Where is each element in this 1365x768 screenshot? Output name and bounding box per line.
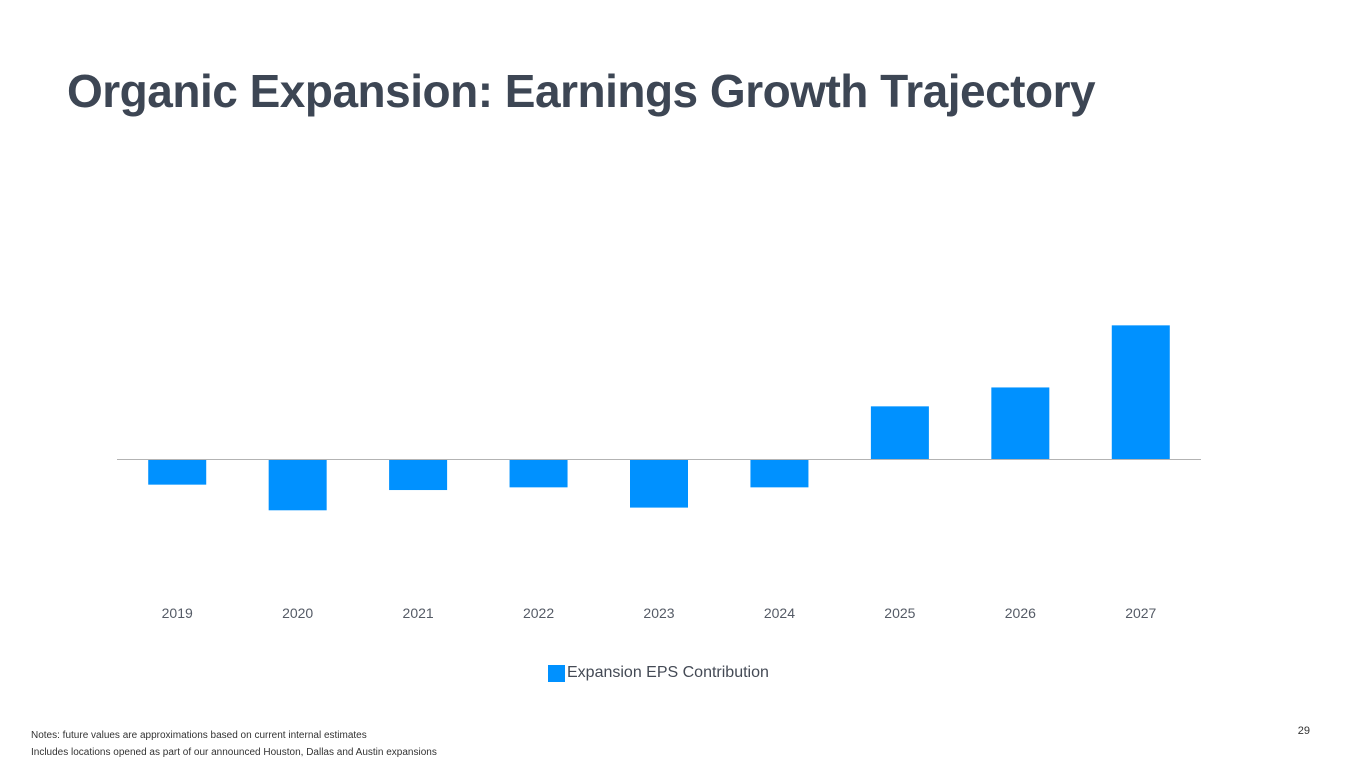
x-tick-label: 2020 [282,605,313,621]
bar-2019 [148,459,207,485]
slide-title: Organic Expansion: Earnings Growth Traje… [67,65,1096,117]
page-number: 29 [1297,725,1310,737]
footnote-line: Includes locations opened as part of our… [31,747,437,758]
legend: Expansion EPS Contribution [548,664,769,682]
x-tick-label: 2027 [1125,605,1156,621]
bar-2024 [750,459,809,488]
bar-2021 [389,459,448,491]
x-tick-label: 2022 [523,605,554,621]
bar-2027 [1111,325,1170,459]
x-tick-label: 2026 [1005,605,1036,621]
x-tick-label: 2021 [403,605,434,621]
bar-2025 [870,406,929,459]
bars-group [148,325,1170,511]
bar-2020 [268,459,327,511]
legend-label: Expansion EPS Contribution [567,664,769,681]
bar-2023 [630,459,688,508]
x-tick-label: 2025 [884,605,915,621]
x-tick-label: 2019 [162,605,193,621]
footnote-line: Notes: future values are approximations … [31,730,367,741]
x-tick-label: 2023 [643,605,674,621]
bar-2026 [991,387,1050,459]
bar-2022 [509,459,568,488]
x-tick-labels: 2019 2020 2021 2022 2023 2024 2025 2026 2027 [162,605,1157,621]
x-tick-label: 2024 [764,605,795,621]
legend-swatch [548,664,565,682]
footnotes: Notes: future values are approximations … [31,727,437,761]
